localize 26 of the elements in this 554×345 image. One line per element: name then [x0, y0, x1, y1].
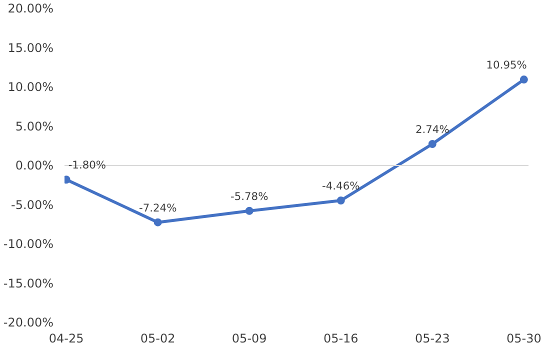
data-label: -5.78%	[230, 190, 268, 203]
y-tick-label: 0.00%	[15, 158, 54, 172]
x-tick-label: 05-16	[323, 332, 358, 345]
x-tick-label: 05-23	[414, 332, 450, 345]
y-tick-label: -10.00%	[3, 237, 54, 251]
point	[428, 140, 436, 148]
data-label: -1.80%	[68, 158, 106, 172]
point	[520, 76, 528, 84]
data-label: -4.46%	[322, 180, 360, 193]
y-tick-label: -20.00%	[3, 316, 54, 330]
x-tick-label: 05-30	[506, 332, 542, 345]
y-tick-label: -15.00%	[3, 276, 54, 290]
x-tick-label: 05-02	[140, 332, 176, 345]
point	[336, 196, 345, 205]
y-tick-label: 5.00%	[15, 119, 54, 134]
y-tick-label: -5.00%	[11, 198, 54, 212]
x-tick-label: 05-09	[232, 332, 267, 345]
data-label: -7.24%	[139, 201, 177, 214]
data-label: 2.74%	[415, 122, 450, 136]
y-tick-label: 20.00%	[8, 2, 54, 16]
y-tick-label: 15.00%	[8, 40, 54, 55]
data-label: 10.95%	[486, 58, 527, 72]
y-tick-label: 10.00%	[8, 80, 54, 94]
point	[154, 218, 162, 226]
x-tick-label: 04-25	[48, 332, 84, 345]
point	[245, 206, 254, 215]
